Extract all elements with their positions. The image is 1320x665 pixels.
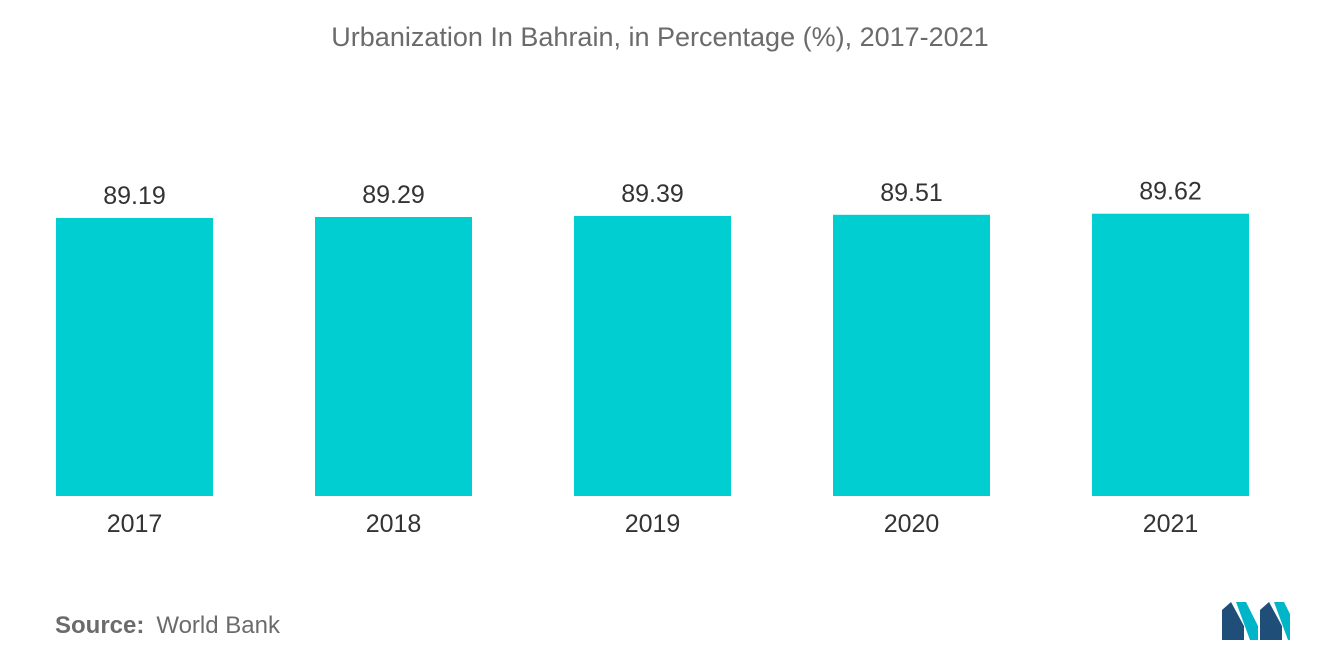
value-label-2019: 89.39 xyxy=(621,180,684,208)
chart-title: Urbanization In Bahrain, in Percentage (… xyxy=(331,22,989,52)
bar-2020 xyxy=(833,214,990,497)
category-label-2018: 2018 xyxy=(366,510,422,538)
value-label-2021: 89.62 xyxy=(1139,178,1202,206)
source-line: Source: World Bank xyxy=(55,612,280,640)
source-text: World Bank xyxy=(156,612,280,639)
category-label-2020: 2020 xyxy=(884,510,940,538)
bar-2019 xyxy=(574,216,731,496)
bar-2018 xyxy=(315,217,472,496)
value-label-2018: 89.29 xyxy=(362,181,425,209)
category-label-2017: 2017 xyxy=(107,510,163,538)
value-label-2017: 89.19 xyxy=(103,182,166,210)
bar-2021 xyxy=(1092,213,1249,496)
category-label-2021: 2021 xyxy=(1143,510,1199,538)
mordor-intelligence-logo-icon xyxy=(1222,602,1290,640)
bar-2017 xyxy=(56,218,213,496)
source-label: Source: xyxy=(55,612,145,639)
category-label-2019: 2019 xyxy=(625,510,681,538)
value-label-2020: 89.51 xyxy=(880,179,943,207)
